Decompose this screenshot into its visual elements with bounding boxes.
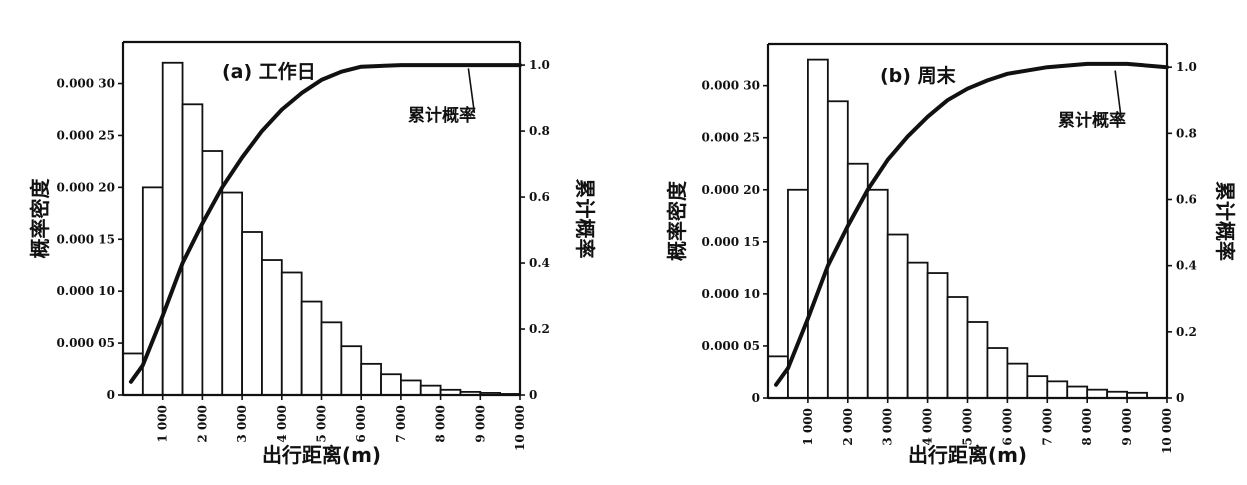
y2-tick-label: 0.8 bbox=[1176, 126, 1197, 140]
y-tick-label: 0.000 15 bbox=[57, 232, 115, 246]
y2-tick-label: 0 bbox=[1176, 391, 1184, 405]
y2-tick-label: 0.4 bbox=[529, 256, 550, 270]
x-tick-label: 1 000 bbox=[156, 405, 170, 443]
y-axis-label: 概率密度 bbox=[665, 180, 689, 261]
y2-tick-label: 0.2 bbox=[1176, 325, 1197, 339]
histogram-bar bbox=[906, 261, 929, 399]
histogram-bar bbox=[300, 300, 323, 396]
histogram-bar bbox=[419, 384, 442, 396]
x-tick-label: 9 000 bbox=[473, 405, 487, 443]
x-axis-label: 出行距离(m) bbox=[262, 443, 381, 467]
x-tick-label: 7 000 bbox=[394, 405, 408, 443]
y2-tick-label: 0.4 bbox=[1176, 259, 1197, 273]
histogram-bar bbox=[201, 150, 224, 396]
histogram-bar bbox=[1026, 375, 1049, 399]
y2-axis-label: 累计概率 bbox=[573, 179, 597, 259]
y-tick-label: 0 bbox=[107, 388, 115, 402]
x-tick-label: 6 000 bbox=[354, 405, 368, 443]
histogram-bar bbox=[986, 347, 1009, 399]
x-tick-label: 8 000 bbox=[434, 405, 448, 443]
annotation-label: 累计概率 bbox=[408, 105, 476, 126]
x-tick-label: 8 000 bbox=[1080, 408, 1094, 446]
y-axis-label: 概率密度 bbox=[28, 178, 52, 259]
x-axis-label: 出行距离(m) bbox=[908, 443, 1027, 467]
x-tick-label: 2 000 bbox=[195, 405, 209, 443]
annotation-leader bbox=[1114, 70, 1122, 119]
histogram-bar bbox=[241, 231, 263, 396]
histogram-bar bbox=[280, 271, 303, 396]
y2-tick-label: 0.6 bbox=[529, 190, 550, 204]
histogram-bar bbox=[161, 61, 184, 396]
x-tick-label: 10 000 bbox=[1160, 408, 1174, 454]
histogram-bar bbox=[141, 186, 164, 396]
histogram-bar bbox=[380, 373, 402, 396]
y-tick-label: 0.000 25 bbox=[702, 131, 760, 145]
panel-label: (a) 工作日 bbox=[222, 60, 316, 83]
y-tick-label: 0 bbox=[752, 391, 760, 405]
histogram-bar bbox=[320, 321, 343, 396]
x-tick-label: 2 000 bbox=[841, 408, 855, 446]
y2-tick-label: 0.6 bbox=[1176, 192, 1197, 206]
cumulative-curve bbox=[774, 61, 1169, 387]
x-tick-label: 4 000 bbox=[921, 408, 935, 446]
x-tick-label: 9 000 bbox=[1120, 408, 1134, 446]
histogram-bar bbox=[1046, 380, 1069, 399]
x-tick-label: 1 000 bbox=[801, 408, 815, 446]
panel-label: (b) 周末 bbox=[880, 64, 957, 87]
y-tick-label: 0.000 30 bbox=[57, 77, 115, 91]
histogram-bar bbox=[926, 272, 949, 399]
y-tick-label: 0.000 20 bbox=[57, 180, 115, 194]
y-tick-label: 0.000 25 bbox=[57, 128, 115, 142]
histogram-bar bbox=[866, 188, 889, 399]
histogram-bar bbox=[966, 321, 989, 399]
histogram-bar bbox=[360, 362, 382, 396]
x-tick-label: 5 000 bbox=[961, 408, 975, 446]
histogram-bar bbox=[340, 345, 363, 396]
y2-tick-label: 1.0 bbox=[1176, 60, 1197, 74]
y2-tick-label: 0 bbox=[529, 388, 537, 402]
histogram-bar bbox=[1066, 385, 1089, 399]
histogram-bar bbox=[181, 103, 204, 396]
y-tick-label: 0.000 05 bbox=[702, 339, 760, 353]
histogram-bar bbox=[886, 233, 909, 399]
y-tick-label: 0.000 05 bbox=[57, 336, 115, 350]
histogram-bar bbox=[1086, 388, 1109, 399]
histogram-bar bbox=[1006, 362, 1029, 399]
x-tick-label: 7 000 bbox=[1040, 408, 1054, 446]
y2-tick-label: 0.2 bbox=[529, 322, 550, 336]
histogram-bar bbox=[807, 58, 829, 399]
y-tick-label: 0.000 10 bbox=[702, 287, 760, 301]
x-tick-label: 10 000 bbox=[513, 405, 527, 451]
y2-axis-label: 累计概率 bbox=[1213, 181, 1237, 261]
x-tick-label: 6 000 bbox=[1000, 408, 1014, 446]
y-tick-label: 0.000 10 bbox=[57, 284, 115, 298]
y-tick-label: 0.000 20 bbox=[702, 183, 760, 197]
annotation-label: 累计概率 bbox=[1058, 110, 1126, 131]
histogram-bar bbox=[399, 379, 422, 396]
histogram-bar bbox=[946, 296, 969, 399]
y-tick-label: 0.000 30 bbox=[702, 79, 760, 93]
histogram-bar bbox=[261, 259, 283, 396]
histogram-bar bbox=[221, 191, 244, 396]
x-tick-label: 3 000 bbox=[881, 408, 895, 446]
y-tick-label: 0.000 15 bbox=[702, 235, 760, 249]
annotation-leader bbox=[467, 68, 476, 114]
x-tick-label: 4 000 bbox=[275, 405, 289, 443]
y2-tick-label: 1.0 bbox=[529, 58, 550, 72]
cumulative-curve bbox=[128, 63, 522, 384]
histogram-bar bbox=[767, 355, 789, 399]
x-tick-label: 3 000 bbox=[235, 405, 249, 443]
y2-tick-label: 0.8 bbox=[529, 124, 550, 138]
histogram-bar bbox=[122, 352, 144, 396]
histogram-bar bbox=[787, 188, 809, 399]
x-tick-label: 5 000 bbox=[315, 405, 329, 443]
